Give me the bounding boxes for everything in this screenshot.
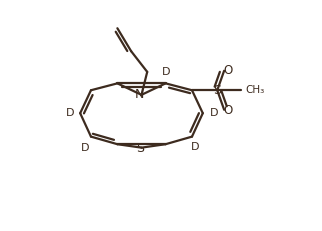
Text: D: D — [66, 108, 75, 118]
Text: S: S — [213, 84, 221, 97]
Text: O: O — [223, 104, 232, 117]
Text: CH₃: CH₃ — [245, 85, 265, 95]
Text: O: O — [223, 64, 232, 76]
Text: D: D — [162, 67, 171, 77]
Text: D: D — [191, 142, 199, 152]
Text: D: D — [210, 108, 218, 118]
Text: D: D — [80, 143, 89, 153]
Text: N: N — [135, 88, 145, 101]
Text: S: S — [136, 142, 144, 155]
